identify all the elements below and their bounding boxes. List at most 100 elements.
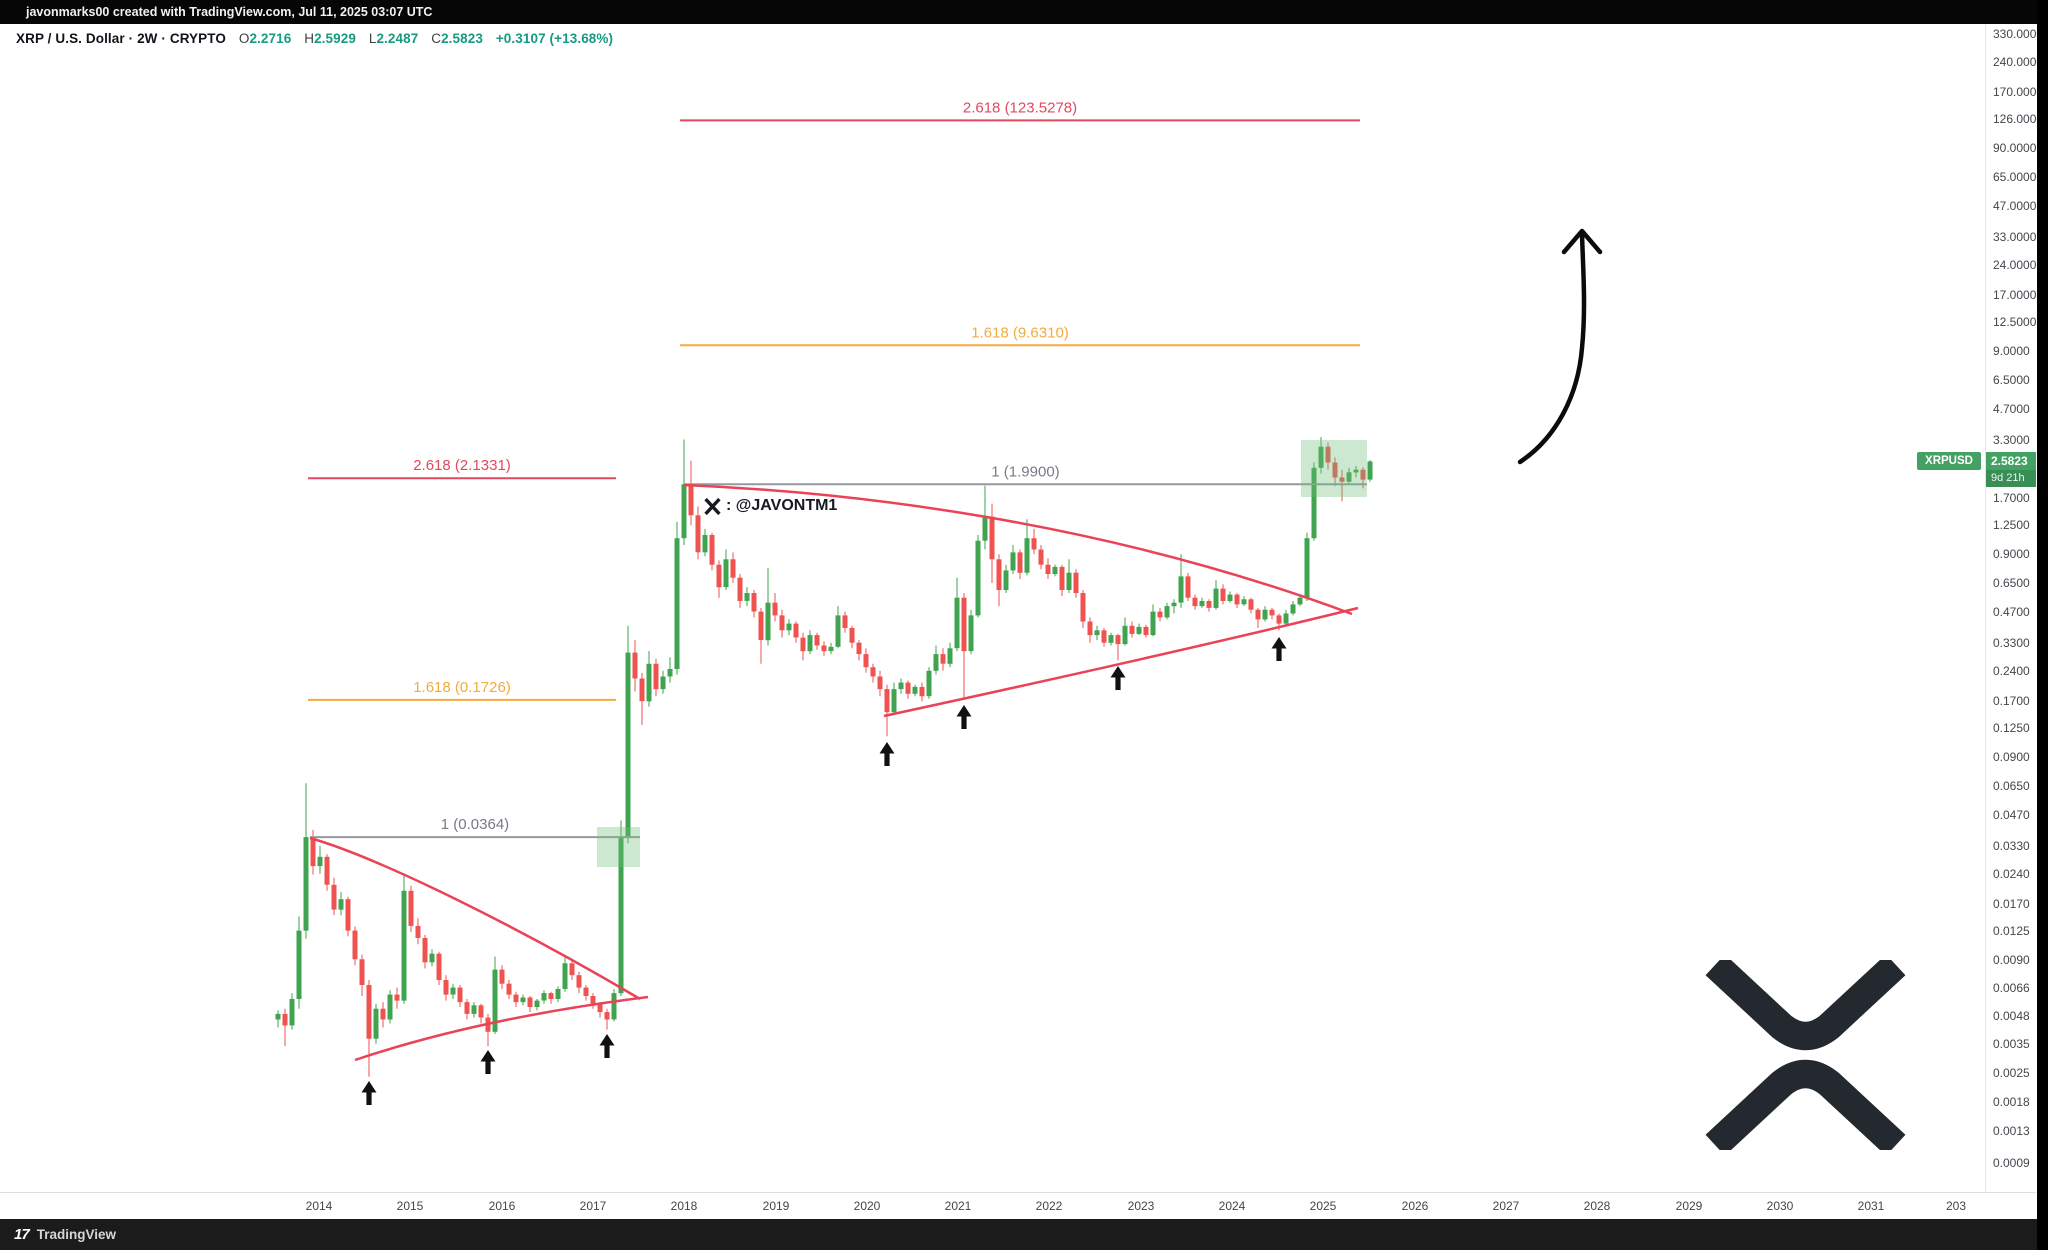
change-value: +0.3107 (+13.68%) xyxy=(495,31,614,46)
year-tick-label: 2014 xyxy=(305,1199,333,1213)
up-arrow-icon[interactable] xyxy=(1110,666,1126,678)
year-tick-label: 2016 xyxy=(488,1199,516,1213)
price-tick-label: 170.0000 xyxy=(1993,85,2044,100)
up-arrow-icon[interactable] xyxy=(879,742,895,754)
last-price-badge: 2.5823 9d 21h xyxy=(1986,452,2036,487)
price-tick-label: 0.6500 xyxy=(1993,575,2030,590)
up-arrow-icon[interactable] xyxy=(599,1034,615,1046)
price-tick-label: 0.0009 xyxy=(1993,1156,2030,1171)
attribution-text: javonmarks00 created with TradingView.co… xyxy=(26,5,433,19)
price-tick-label: 4.7000 xyxy=(1993,401,2030,416)
year-tick-label: 2020 xyxy=(853,1199,881,1213)
tradingview-brand[interactable]: TradingView xyxy=(36,1227,116,1242)
open-label: O xyxy=(238,31,250,46)
fib-level-label: 1 (0.0364) xyxy=(441,816,509,833)
price-tick-label: 24.0000 xyxy=(1993,257,2037,272)
price-tick-label: 0.0470 xyxy=(1993,807,2030,822)
year-tick-label: 2027 xyxy=(1492,1199,1520,1213)
last-price-value: 2.5823 xyxy=(1986,452,2036,470)
price-tick-label: 0.0240 xyxy=(1993,866,2030,881)
close-value: 2.5823 xyxy=(441,31,483,46)
up-arrow-icon[interactable] xyxy=(480,1050,496,1062)
price-tick-label: 0.0035 xyxy=(1993,1036,2030,1051)
year-tick-label: 2030 xyxy=(1766,1199,1794,1213)
pattern-lower-trendline[interactable] xyxy=(883,606,1359,718)
time-scale[interactable]: 2014 2015 2016 2017 2018 2019 2020 2021 2022 2023… xyxy=(0,1192,2036,1220)
pattern-lower-trendline[interactable] xyxy=(354,995,649,1062)
low-value: 2.2487 xyxy=(376,31,419,46)
tradingview-logo-icon[interactable]: 17 xyxy=(14,1226,30,1243)
price-tick-label: 126.0000 xyxy=(1993,111,2044,126)
wedge-patterns-layer xyxy=(309,483,1359,1062)
price-tick-label: 1.2500 xyxy=(1993,518,2030,533)
year-tick-label: 2029 xyxy=(1675,1199,1703,1213)
year-tick-label: 2019 xyxy=(762,1199,790,1213)
price-tick-label: 0.0170 xyxy=(1993,897,2030,912)
year-tick-label: 2031 xyxy=(1857,1199,1885,1213)
price-tick-label: 0.0090 xyxy=(1993,953,2030,968)
price-tick-label: 0.1700 xyxy=(1993,694,2030,709)
high-label: H xyxy=(304,31,315,46)
year-tick-label: 2028 xyxy=(1583,1199,1611,1213)
pattern-upper-trendline[interactable] xyxy=(309,836,641,1001)
bar-countdown: 9d 21h xyxy=(1986,470,2036,487)
footer-bar: 17 TradingView xyxy=(0,1219,2048,1250)
attribution-bar: javonmarks00 created with TradingView.co… xyxy=(0,0,2048,24)
breakout-highlight-box[interactable] xyxy=(1301,440,1367,497)
price-tick-label: 240.0000 xyxy=(1993,54,2044,69)
year-tick-label: 2018 xyxy=(670,1199,698,1213)
price-tick-label: 47.0000 xyxy=(1993,198,2037,213)
xrp-logo xyxy=(1705,960,1906,1150)
fib-level-label: 1.618 (9.6310) xyxy=(971,324,1069,341)
market-label: CRYPTO xyxy=(169,31,226,46)
up-arrow-icon[interactable] xyxy=(1271,637,1287,649)
price-tick-label: 0.0900 xyxy=(1993,750,2030,765)
symbol-legend: XRP / U.S. Dollar · 2W · CRYPTO O2.2716 … xyxy=(16,31,614,46)
trend-arrow-layer[interactable] xyxy=(1517,228,1603,465)
price-tick-label: 3.3000 xyxy=(1993,432,2030,447)
candles-layer xyxy=(275,437,1373,1077)
fib-level-label: 2.618 (123.5278) xyxy=(963,99,1077,116)
price-tick-label: 0.3300 xyxy=(1993,635,2030,650)
price-tick-label: 90.0000 xyxy=(1993,141,2037,156)
year-tick-label: 2025 xyxy=(1309,1199,1337,1213)
watermark: : @JAVONTM1 xyxy=(704,497,837,515)
year-tick-label: 2026 xyxy=(1401,1199,1429,1213)
open-value: 2.2716 xyxy=(249,31,292,46)
trend-arrow-curve[interactable] xyxy=(1517,231,1587,465)
close-label: C xyxy=(431,31,442,46)
x-logo-icon xyxy=(704,497,721,515)
year-tick-label: 2024 xyxy=(1218,1199,1246,1213)
fib-extensions-layer: 2.618 (123.5278) 1.618 (9.6310) 1 (1.9900)… xyxy=(308,99,1367,839)
year-tick-label: 203 xyxy=(1945,1199,1967,1213)
price-tick-label: 0.0330 xyxy=(1993,838,2030,853)
price-tick-label: 9.0000 xyxy=(1993,344,2030,359)
up-arrow-icon[interactable] xyxy=(361,1081,377,1093)
year-tick-label: 2022 xyxy=(1035,1199,1063,1213)
year-tick-label: 2015 xyxy=(396,1199,424,1213)
price-tick-label: 0.9000 xyxy=(1993,547,2030,562)
highlight-boxes-layer xyxy=(597,440,1367,867)
up-arrow-icon[interactable] xyxy=(956,705,972,717)
price-tick-label: 0.0066 xyxy=(1993,980,2030,995)
year-tick-label: 2023 xyxy=(1127,1199,1155,1213)
interval-label: 2W xyxy=(137,31,158,46)
price-scale[interactable]: 330.0000 240.0000 170.0000 126.0000 90.0000 6… xyxy=(1985,24,2043,1192)
price-tick-label: 17.0000 xyxy=(1993,288,2037,303)
price-tick-label: 0.2400 xyxy=(1993,663,2030,678)
watermark-handle: : @JAVONTM1 xyxy=(726,497,838,514)
low-label: L xyxy=(368,31,377,46)
breakout-highlight-box[interactable] xyxy=(597,827,640,867)
price-tick-label: 65.0000 xyxy=(1993,169,2037,184)
pattern-upper-trendline[interactable] xyxy=(683,483,1353,616)
price-tick-label: 0.1250 xyxy=(1993,721,2030,736)
price-tick-label: 12.5000 xyxy=(1993,315,2037,330)
price-tick-label: 0.0025 xyxy=(1993,1066,2030,1081)
trend-arrow-head xyxy=(1561,228,1603,255)
price-tick-label: 0.0125 xyxy=(1993,924,2030,939)
fib-level-label: 1.618 (0.1726) xyxy=(413,679,511,696)
fib-level-label: 1 (1.9900) xyxy=(991,463,1059,480)
price-tick-label: 0.0018 xyxy=(1993,1095,2030,1110)
high-value: 2.5929 xyxy=(314,31,356,46)
